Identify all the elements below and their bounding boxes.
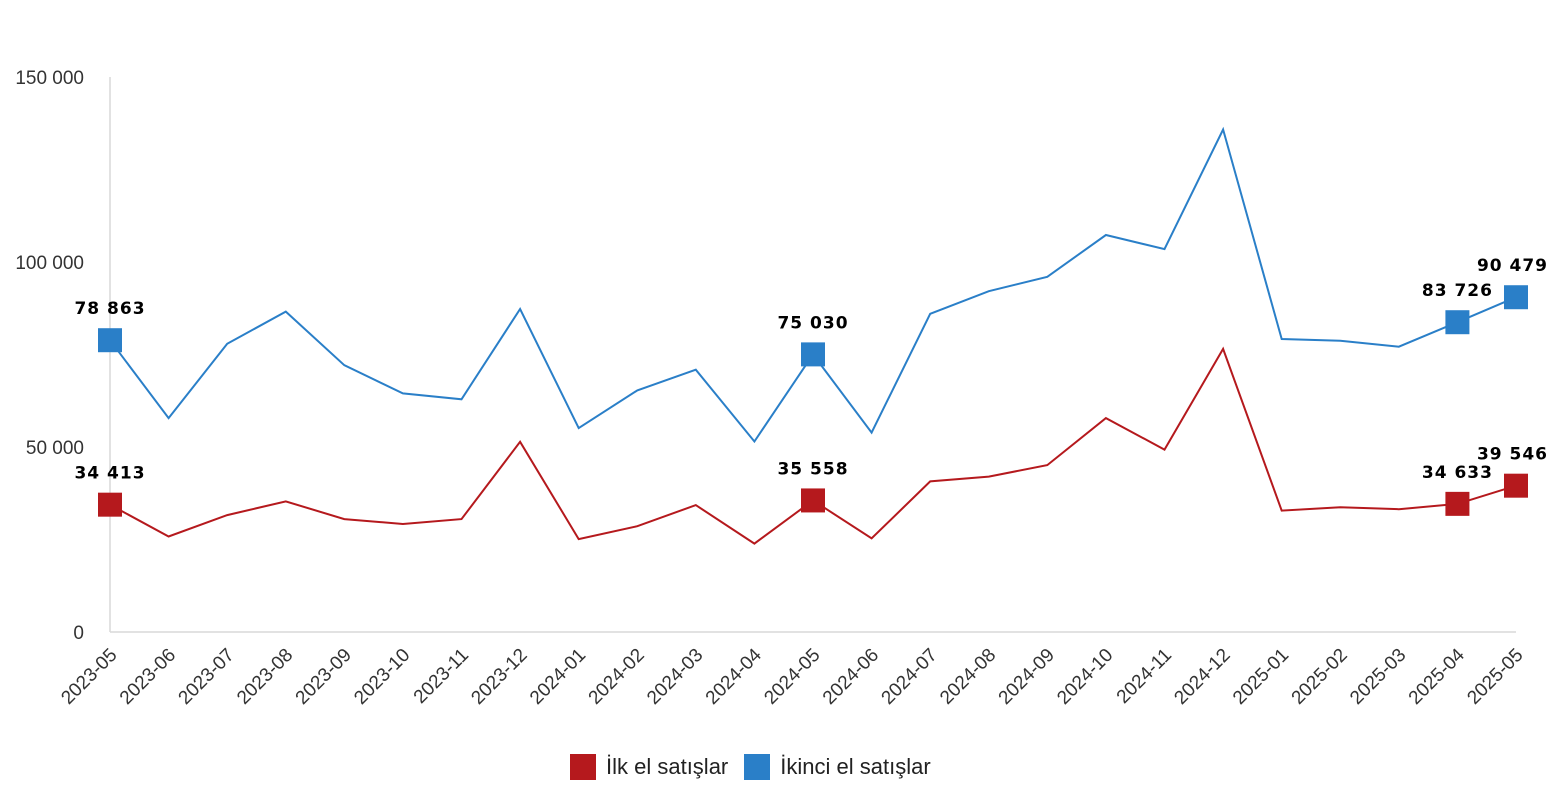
series-marker-1	[98, 328, 122, 353]
x-tick-label: 2024-09	[995, 645, 1059, 709]
chart-series-layer	[98, 126, 1528, 545]
data-label: 78 863	[74, 299, 145, 319]
series-marker-0	[801, 488, 825, 513]
legend-swatch-first-hand	[570, 754, 596, 780]
y-tick-label: 100 000	[15, 253, 84, 274]
x-tick-label: 2023-09	[292, 645, 356, 709]
chart-legend: İlk el satışlar İkinci el satışlar	[570, 754, 947, 780]
legend-item-first-hand: İlk el satışlar	[570, 754, 728, 780]
legend-item-second-hand: İkinci el satışlar	[744, 754, 931, 780]
x-tick-label: 2025-03	[1346, 645, 1410, 709]
x-tick-label: 2024-12	[1170, 645, 1234, 709]
x-tick-label: 2024-06	[819, 645, 883, 709]
x-tick-label: 2023-05	[57, 645, 121, 709]
x-tick-label: 2024-05	[760, 645, 824, 709]
series-marker-0	[1504, 473, 1528, 498]
x-tick-label: 2024-08	[936, 645, 1000, 709]
x-tick-label: 2024-07	[878, 645, 942, 709]
y-tick-label: 0	[73, 623, 84, 644]
x-tick-label: 2025-02	[1288, 645, 1352, 709]
data-label: 35 558	[777, 459, 848, 479]
legend-swatch-second-hand	[744, 754, 771, 780]
series-marker-1	[1445, 310, 1470, 335]
data-label: 75 030	[777, 313, 848, 333]
legend-label-first-hand: İlk el satışlar	[606, 754, 729, 779]
x-tick-label: 2024-10	[1053, 645, 1117, 709]
x-tick-label: 2024-02	[585, 645, 649, 709]
x-tick-label: 2023-12	[467, 645, 531, 709]
data-label: 39 546	[1477, 445, 1548, 465]
series-line-0	[109, 346, 1517, 545]
x-tick-label: 2025-01	[1229, 645, 1293, 709]
data-label: 90 479	[1477, 256, 1548, 276]
x-tick-label: 2024-04	[702, 644, 766, 708]
x-tick-label: 2023-06	[116, 645, 180, 709]
x-tick-label: 2024-01	[526, 645, 590, 709]
x-tick-label: 2023-07	[175, 645, 239, 709]
series-marker-0	[98, 492, 122, 517]
x-tick-label: 2025-05	[1463, 645, 1527, 709]
data-label: 83 726	[1422, 281, 1493, 301]
x-tick-label: 2024-03	[643, 645, 707, 709]
series-line-1	[109, 126, 1517, 444]
x-tick-label: 2023-11	[410, 645, 473, 708]
series-marker-1	[1504, 285, 1528, 310]
x-tick-label: 2023-08	[233, 645, 297, 709]
data-label: 34 413	[74, 464, 145, 484]
data-label: 34 633	[1422, 463, 1493, 483]
y-tick-label: 150 000	[15, 68, 84, 89]
x-tick-label: 2024-11	[1113, 645, 1176, 708]
x-tick-label: 2025-04	[1405, 644, 1469, 708]
x-tick-label: 2023-10	[350, 645, 414, 709]
series-marker-1	[801, 342, 825, 367]
legend-label-second-hand: İkinci el satışlar	[780, 754, 931, 779]
y-tick-label: 50 000	[26, 438, 84, 459]
series-marker-0	[1445, 491, 1470, 516]
